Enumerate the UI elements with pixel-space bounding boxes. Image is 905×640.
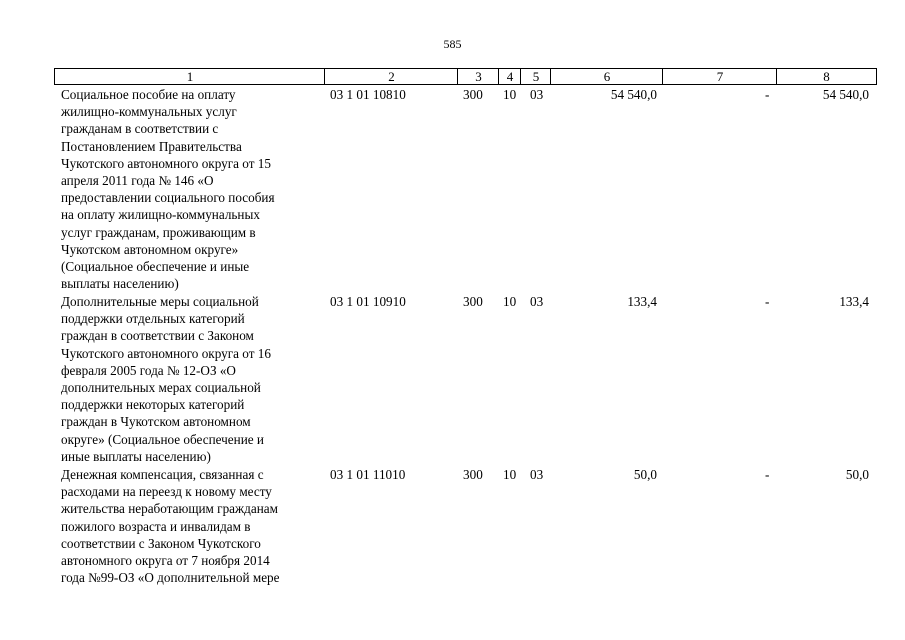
row-col-7: - — [765, 87, 770, 102]
header-col-2: 2 — [324, 68, 458, 85]
row-col-6: 50,0 — [633, 467, 657, 482]
row-col-4: 10 — [503, 467, 517, 482]
header-col-4: 4 — [498, 68, 521, 85]
header-col-1: 1 — [54, 68, 325, 85]
row-col-4: 10 — [503, 294, 517, 309]
row-code: 03 1 01 11010 — [330, 467, 406, 482]
row-col-6: 54 540,0 — [610, 87, 657, 102]
row-col-5: 03 — [530, 87, 544, 102]
row-col-7: - — [765, 294, 770, 309]
row-col-4: 10 — [503, 87, 517, 102]
header-col-7: 7 — [662, 68, 777, 85]
row-col-6: 133,4 — [627, 294, 657, 309]
row-description: Социальное пособие на оплату жилищно-ком… — [61, 87, 275, 292]
row-description: Денежная компенсация, связанная с расход… — [61, 467, 280, 586]
row-code: 03 1 01 10910 — [330, 294, 406, 309]
row-code: 03 1 01 10810 — [330, 87, 406, 102]
header-col-5: 5 — [520, 68, 551, 85]
row-col-3: 300 — [463, 294, 483, 309]
row-col-8: 50,0 — [845, 467, 869, 482]
row-col-3: 300 — [463, 87, 483, 102]
row-col-8: 54 540,0 — [822, 87, 869, 102]
page-number: 585 — [443, 37, 462, 51]
row-description: Дополнительные меры социальной поддержки… — [61, 294, 271, 464]
row-col-7: - — [765, 467, 770, 482]
header-col-8: 8 — [776, 68, 877, 85]
table-header: 1 2 3 4 5 6 7 8 — [54, 68, 877, 85]
row-col-8: 133,4 — [839, 294, 869, 309]
header-col-3: 3 — [457, 68, 499, 85]
row-col-5: 03 — [530, 294, 544, 309]
row-col-5: 03 — [530, 467, 544, 482]
row-col-3: 300 — [463, 467, 483, 482]
header-col-6: 6 — [550, 68, 663, 85]
